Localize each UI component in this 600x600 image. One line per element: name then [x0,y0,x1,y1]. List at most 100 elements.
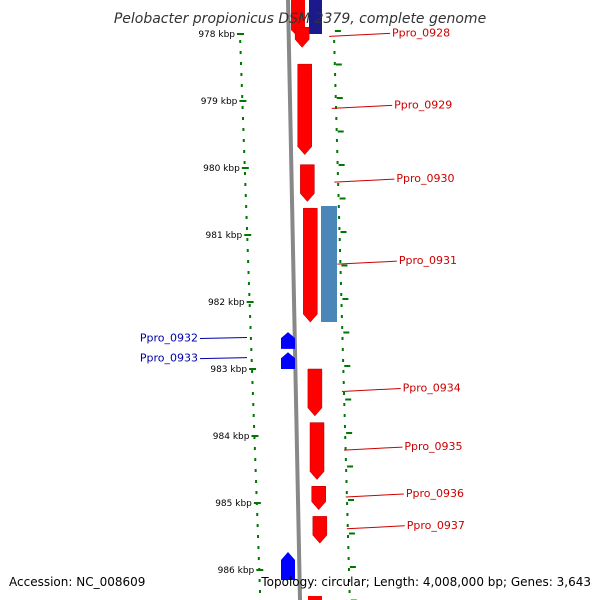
gene-label: Ppro_0932 [140,332,198,345]
right-ruler-tick [342,298,349,300]
gene-labels: Ppro_0928 Ppro_0929 Ppro_0930 Ppro_0931 Ppro… [140,26,465,531]
gene-label: Ppro_0931 [399,254,457,267]
gene-label: Ppro_0930 [396,172,454,185]
ruler-dot [254,469,257,472]
kbp-ruler: 978 kbp 979 kbp 980 kbp 981 kbp 982 kbp 983 k… [198,30,357,600]
gene-features [281,0,337,600]
ruler-dot [246,238,249,241]
ruler-dot [251,392,254,395]
ruler-dot [240,73,243,76]
kbp-tick-label: 979 kbp [201,97,238,107]
right-ruler-dot [338,227,341,230]
right-ruler-dot [342,381,345,384]
genome-title: Pelobacter propionicus DSM 2379, complet… [114,11,486,27]
right-ruler-dot [337,194,340,197]
gene-label-leader [329,32,391,37]
gene-ppro-0930 [300,164,315,202]
kbp-tick-label: 984 kbp [213,432,250,442]
ruler-dot [241,117,244,120]
gene-label-leader [199,337,248,340]
right-ruler-dot [338,216,341,219]
ruler-dot [243,161,246,164]
right-ruler-dot [346,502,349,505]
ruler-dot [254,458,257,461]
right-ruler-dot [337,205,340,208]
right-ruler-tick [345,398,352,401]
right-ruler-tick [340,231,347,233]
right-ruler-dot [348,579,351,582]
genome-backbone [286,0,302,600]
right-ruler-dot [344,447,347,450]
ruler-tick [239,100,247,102]
partial-reverse-gene [309,0,322,34]
right-ruler-tick [346,432,353,434]
right-ruler-dot [343,392,346,395]
ruler-tick [249,368,257,370]
right-ruler-dot [339,260,342,263]
ruler-tick [237,33,244,35]
ruler-tick [251,435,259,437]
right-ruler-dot [341,348,344,351]
right-ruler-dot [344,436,347,439]
gene-ppro-0934 [307,368,323,417]
accession-label: Accession: NC_008609 [9,575,145,589]
ruler-dot [244,194,247,197]
gene-label: Ppro_0928 [392,26,450,39]
right-ruler-tick [337,130,344,133]
gene-ppro-0936 [311,486,326,511]
gene-ppro-0928 [294,27,310,48]
right-ruler-dot [340,293,343,296]
ruler-dot [239,51,242,54]
gene-label-leader [345,493,404,498]
gene-ppro-0933 [281,352,295,369]
gene-ppro-0932 [281,332,295,349]
ruler-dot [247,260,250,263]
right-ruler-dot [339,271,342,274]
right-ruler-dot [344,458,347,461]
right-ruler-tick [338,164,345,166]
right-ruler-dot [340,315,343,318]
right-ruler-dot [342,370,345,373]
right-ruler-dot [339,282,342,285]
kbp-tick-label: 983 kbp [210,365,247,375]
right-ruler-dot [333,51,336,54]
gene-label-leader [337,260,397,265]
gene-ppro-0931 [303,207,318,323]
kbp-tick-label: 985 kbp [215,499,252,509]
ruler-dot [256,524,259,527]
gene-ppro-0935 [309,422,325,480]
right-ruler-tick [336,97,343,99]
ruler-dot [247,271,250,274]
right-ruler-tick [339,197,346,200]
right-ruler-dot [343,403,346,406]
kbp-tick-label: 978 kbp [198,30,235,40]
gene-label-leader [346,525,405,530]
ruler-dot [241,106,244,109]
ruler-dot [249,337,252,340]
ruler-dot [245,216,248,219]
gene-label: Ppro_0935 [404,440,462,453]
ruler-dot [253,436,256,439]
ruler-dot [249,326,252,329]
right-ruler-dot [343,425,346,428]
right-ruler-dot [334,95,337,98]
ruler-dot [239,40,242,43]
ruler-dot [243,172,246,175]
ruler-dot [256,513,259,516]
right-ruler-dot [341,337,344,340]
ruler-dot [242,139,245,142]
right-ruler-dot [339,249,342,252]
ruler-dot [252,403,255,406]
ruler-dot [248,304,251,307]
right-ruler-tick [334,30,341,32]
ruler-dot [245,205,248,208]
feature-bar [321,206,337,322]
right-ruler-dot [335,117,338,120]
right-ruler-dot [341,326,344,329]
ruler-dot [248,293,251,296]
right-ruler-dot [334,73,337,76]
right-ruler-dot [337,183,340,186]
right-ruler-dot [343,414,346,417]
ruler-dot [240,62,243,65]
